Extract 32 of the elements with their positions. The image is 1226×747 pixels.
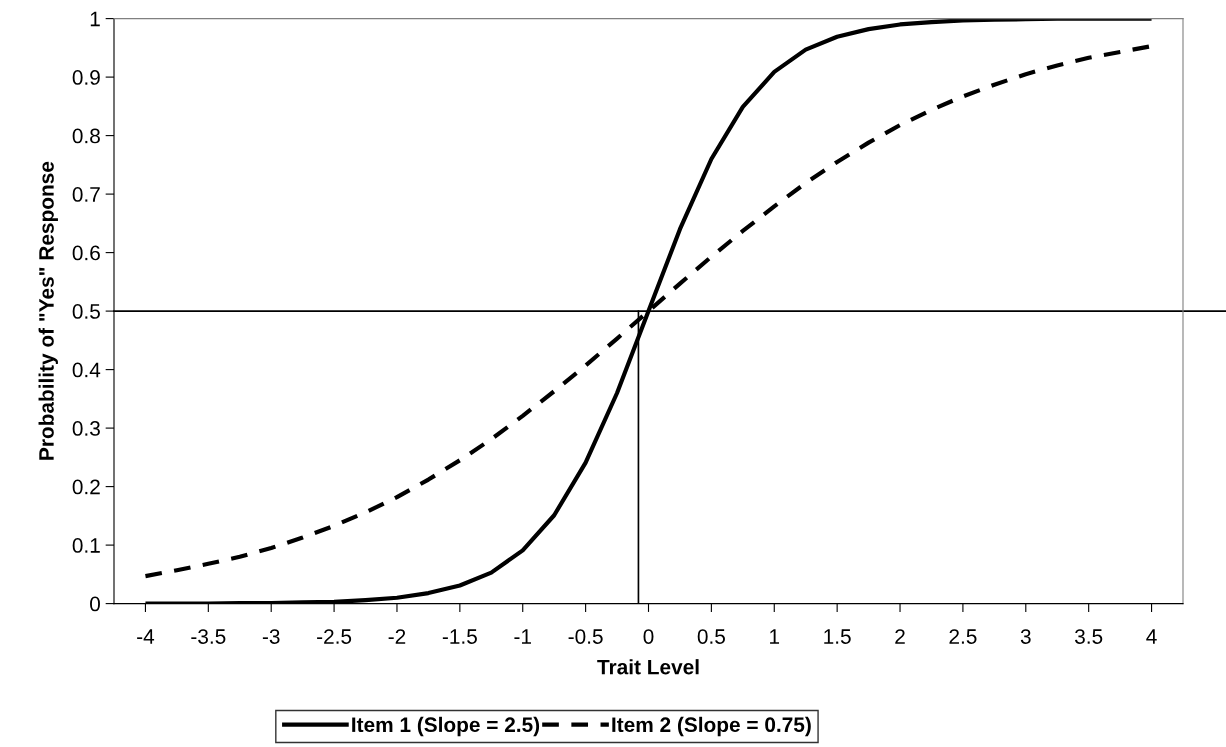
x-tick-label: -4 [137, 629, 155, 644]
x-tick-label: -3.5 [191, 629, 226, 644]
y-tick-label: 0.2 [72, 479, 100, 495]
x-tick-label: 4 [1146, 629, 1157, 644]
y-tick-label: 0 [90, 596, 100, 612]
x-tick-label: -0.5 [568, 629, 603, 644]
y-tick-label: 0.1 [72, 538, 100, 553]
x-tick-label: 2.5 [949, 629, 977, 644]
x-tick-label: 0.5 [697, 629, 725, 644]
y-tick-label: 0.3 [72, 421, 100, 436]
x-tick-label: -1 [514, 629, 531, 644]
x-tick-label: -2.5 [317, 629, 352, 644]
x-tick-label: 3.5 [1074, 629, 1103, 644]
y-tick-label: 0.8 [72, 128, 100, 144]
y-tick-label: 0.5 [72, 304, 100, 319]
x-tick-label: 3 [1020, 629, 1031, 644]
x-tick-label: 2 [895, 629, 905, 644]
y-tick-label: 0.4 [72, 362, 101, 378]
y-tick-label: 0.7 [72, 187, 100, 202]
y-tick-label: 0.9 [72, 70, 100, 85]
x-tick-label: -2 [388, 629, 406, 644]
x-axis-title: Trait Level [597, 659, 699, 675]
legend-label: Item 2 (Slope = 0.75) [612, 716, 811, 737]
x-tick-label: -1.5 [442, 629, 477, 644]
x-tick-label: 1.5 [824, 629, 851, 644]
x-tick-label: 1 [770, 629, 780, 644]
y-axis-title: Probability of "Yes" Response [38, 161, 58, 460]
y-tick-label: 1 [90, 11, 100, 27]
y-tick-label: 0.6 [72, 245, 100, 261]
legend-label: Item 1 (Slope = 2.5) [352, 716, 540, 737]
x-tick-label: -3 [262, 629, 280, 644]
x-tick-label: 0 [643, 629, 654, 644]
